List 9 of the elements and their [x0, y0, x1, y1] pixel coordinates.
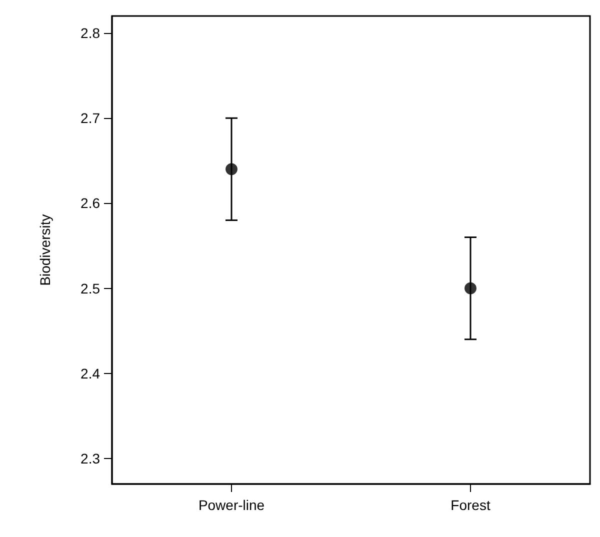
- y-tick-label: 2.5: [80, 280, 100, 296]
- y-tick-label: 2.6: [80, 195, 100, 212]
- y-axis-title: Biodiversity: [37, 214, 53, 286]
- y-tick-label: 2.4: [80, 365, 100, 382]
- x-tick-label: Power-line: [198, 497, 265, 513]
- y-tick-label: 2.8: [80, 25, 100, 42]
- x-tick-label: Forest: [450, 497, 490, 513]
- y-tick-label: 2.7: [80, 110, 100, 126]
- y-tick-label: 2.3: [80, 450, 100, 466]
